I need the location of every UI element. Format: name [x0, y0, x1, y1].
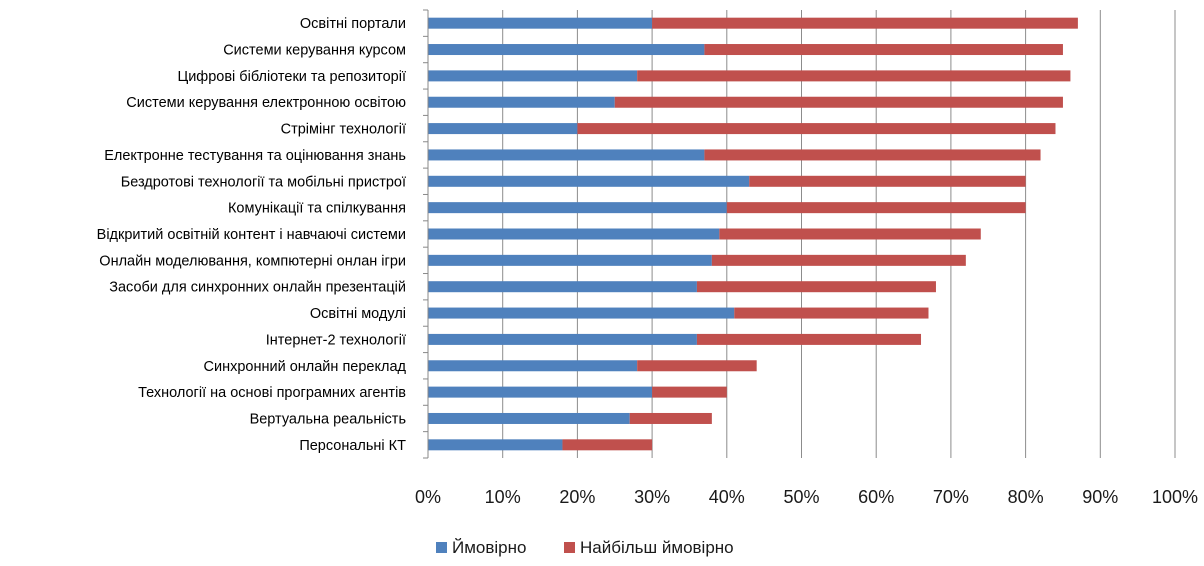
bar-likely — [428, 386, 653, 398]
x-tick-label: 30% — [634, 487, 670, 507]
x-tick-label: 70% — [933, 487, 969, 507]
category-label: Синхронний онлайн переклад — [204, 359, 407, 375]
bar-most-likely — [749, 175, 1026, 187]
bar-likely — [428, 412, 630, 424]
category-label: Системи керування курсом — [223, 43, 406, 59]
bar-likely — [428, 149, 705, 161]
bar-most-likely — [734, 307, 929, 319]
bar-most-likely — [704, 149, 1041, 161]
bar-likely — [428, 307, 735, 319]
bar-likely — [428, 281, 697, 293]
x-tick-label: 0% — [415, 487, 441, 507]
x-tick-label: 20% — [559, 487, 595, 507]
bar-most-likely — [719, 228, 981, 240]
bar-most-likely — [629, 412, 712, 424]
bar-likely — [428, 254, 712, 266]
x-tick-label: 100% — [1152, 487, 1198, 507]
category-label: Цифрові бібліотеки та репозиторії — [177, 69, 406, 85]
x-tick-label: 40% — [709, 487, 745, 507]
bar-likely — [428, 333, 697, 345]
y-axis-ticks — [423, 9, 428, 459]
bar-most-likely — [696, 333, 922, 345]
bar-likely — [428, 228, 720, 240]
category-label: Вертуальна реальність — [250, 411, 406, 427]
bar-most-likely — [652, 17, 1078, 29]
category-label: Стрімінг технології — [281, 122, 406, 138]
bar-likely — [428, 175, 750, 187]
bar-likely — [428, 96, 615, 108]
bar-likely — [428, 439, 563, 451]
bar-most-likely — [562, 439, 653, 451]
category-label: Комунікації та спілкування — [228, 201, 406, 217]
bar-likely — [428, 202, 727, 214]
bar-most-likely — [696, 281, 936, 293]
category-label: Відкритий освітній контент і навчаючі си… — [97, 227, 406, 243]
category-label: Освітні модулі — [310, 306, 406, 322]
x-axis-tick-labels: 0% 10% 20% 30% 40% 50% 60% 70% 80% 90% 100% — [415, 487, 1198, 507]
category-label: Бездротові технології та мобільні пристр… — [121, 174, 406, 190]
legend-label: Ймовірно — [452, 538, 526, 557]
category-label: Технології на основі програмних агентів — [138, 385, 406, 401]
bar-most-likely — [577, 123, 1056, 135]
legend-swatch — [564, 542, 575, 553]
bar-likely — [428, 44, 705, 56]
bars — [428, 17, 1078, 451]
category-label: Онлайн моделювання, компютерні онлан ігр… — [99, 253, 406, 269]
bar-likely — [428, 70, 638, 82]
x-tick-label: 80% — [1008, 487, 1044, 507]
legend-label: Найбільш ймовірно — [580, 538, 734, 557]
category-label: Інтернет-2 технології — [266, 332, 406, 348]
bar-most-likely — [704, 44, 1063, 56]
legend-swatch — [436, 542, 447, 553]
bar-most-likely — [614, 96, 1063, 108]
category-label: Освітні портали — [300, 16, 406, 32]
category-labels: Освітні портали Системи керування курсом Ц… — [97, 16, 407, 454]
x-tick-label: 60% — [858, 487, 894, 507]
bar-most-likely — [637, 360, 757, 372]
bar-most-likely — [726, 202, 1026, 214]
x-tick-label: 90% — [1082, 487, 1118, 507]
x-tick-label: 50% — [783, 487, 819, 507]
bar-likely — [428, 360, 638, 372]
category-label: Засоби для синхронних онлайн презентацій — [109, 280, 406, 296]
category-label: Персональні КТ — [299, 438, 406, 454]
legend: Ймовірно Найбільш ймовірно — [436, 538, 734, 557]
bar-likely — [428, 123, 578, 135]
bar-most-likely — [637, 70, 1071, 82]
category-label: Системи керування електронною освітою — [126, 95, 406, 111]
bar-likely — [428, 17, 653, 29]
x-tick-label: 10% — [485, 487, 521, 507]
category-label: Електронне тестування та оцінювання знан… — [104, 148, 406, 164]
bar-most-likely — [711, 254, 966, 266]
bar-most-likely — [652, 386, 727, 398]
